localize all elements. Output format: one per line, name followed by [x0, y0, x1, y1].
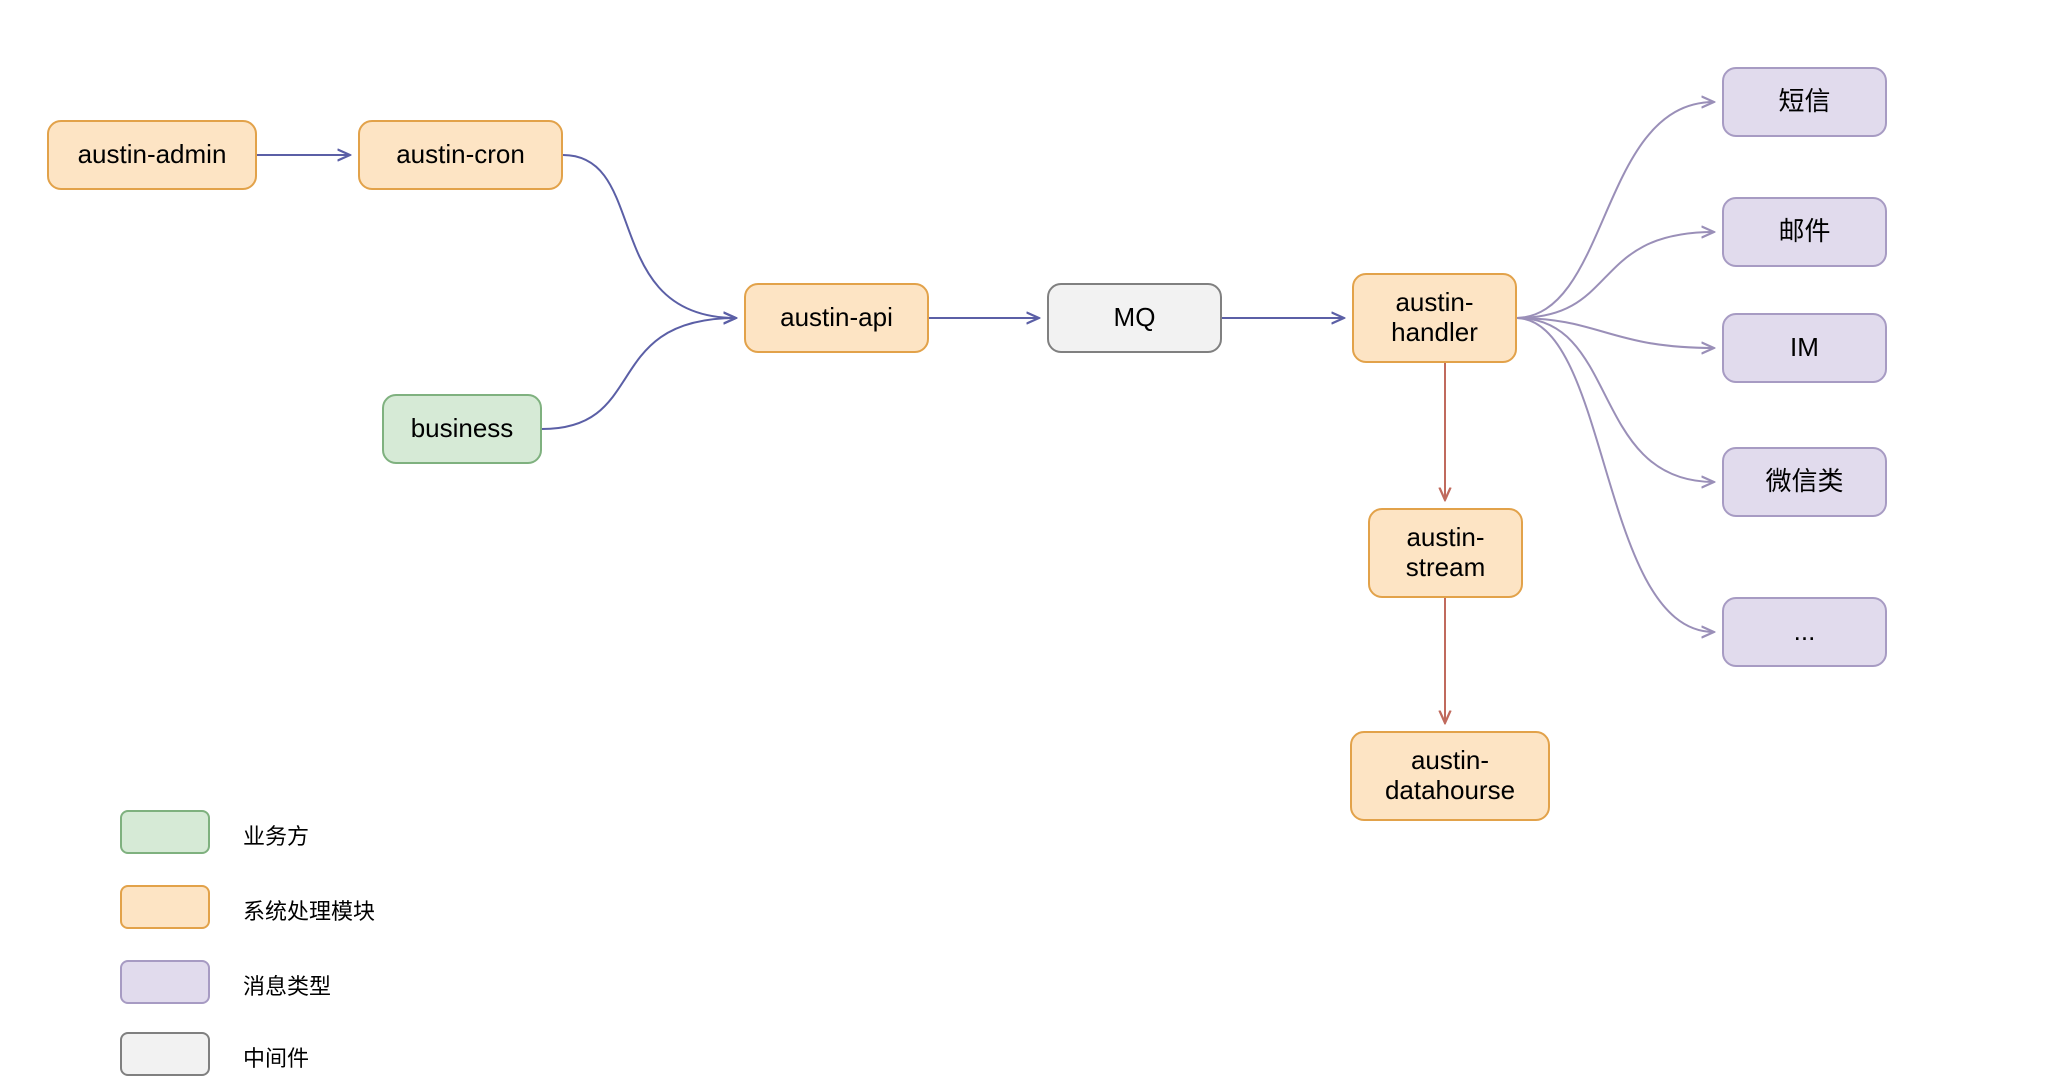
node-austin-api: austin-api: [744, 283, 929, 353]
node-austin-handler: austin-handler: [1352, 273, 1517, 363]
legend-swatch-msgtype: [120, 960, 210, 1004]
legend-label-module: 系统处理模块: [243, 894, 375, 926]
edge-handler-to-etc: [1517, 318, 1714, 632]
node-sms: 短信: [1722, 67, 1887, 137]
legend-swatch-middleware: [120, 1032, 210, 1076]
node-austin-cron: austin-cron: [358, 120, 563, 190]
node-austin-admin: austin-admin: [47, 120, 257, 190]
node-austin-datahourse: austin-datahourse: [1350, 731, 1550, 821]
edge-handler-to-mail: [1517, 232, 1714, 318]
legend-swatch-business: [120, 810, 210, 854]
edge-cron-to-api: [563, 155, 736, 318]
node-im: IM: [1722, 313, 1887, 383]
legend-label-msgtype: 消息类型: [243, 969, 331, 1001]
edge-business-to-api: [542, 318, 736, 429]
legend-label-business: 业务方: [243, 819, 309, 851]
node-mq: MQ: [1047, 283, 1222, 353]
diagram-canvas: austin-admin austin-cron business austin…: [0, 0, 2046, 1080]
node-etc: ...: [1722, 597, 1887, 667]
edge-handler-to-wechat: [1517, 318, 1714, 482]
node-mail: 邮件: [1722, 197, 1887, 267]
node-wechat: 微信类: [1722, 447, 1887, 517]
edge-handler-to-im: [1517, 318, 1714, 348]
legend-swatch-module: [120, 885, 210, 929]
node-austin-stream: austin-stream: [1368, 508, 1523, 598]
node-business: business: [382, 394, 542, 464]
edge-handler-to-sms: [1517, 102, 1714, 318]
legend-label-middleware: 中间件: [243, 1041, 309, 1073]
